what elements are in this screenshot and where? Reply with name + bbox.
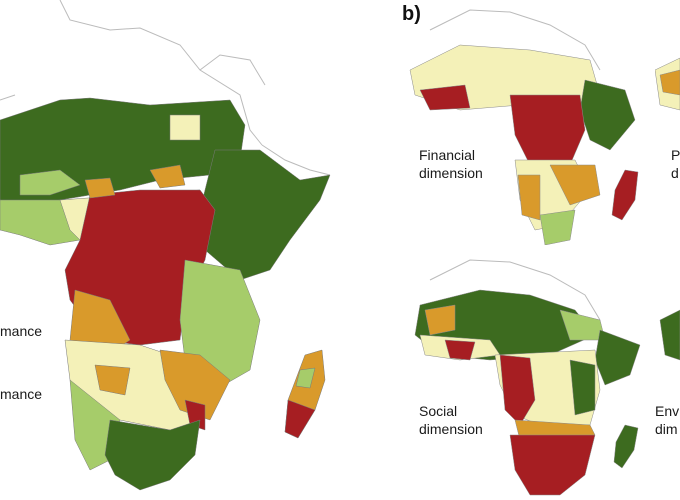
partial-label-1: mance [0, 323, 43, 339]
financial-dimension-map: Financial dimension [400, 0, 650, 245]
region-east [199, 149, 331, 281]
region-south [104, 419, 201, 491]
partial-top-label: P d [671, 147, 680, 181]
africa-map-large [0, 0, 331, 491]
social-dimension-map: Social dimension [400, 250, 650, 500]
panel-letter-b: b) [402, 3, 421, 25]
social-dimension-label: Social dimension [419, 403, 483, 437]
overall-performance-map: mance mance [0, 0, 331, 491]
environmental-dimension-label: Envi dim [655, 403, 680, 437]
partial-env-map: Envi dim [655, 250, 680, 500]
partial-top-map: P d [655, 0, 680, 245]
financial-dimension-label: Financial dimension [419, 147, 483, 181]
partial-label-2: mance [0, 386, 43, 402]
